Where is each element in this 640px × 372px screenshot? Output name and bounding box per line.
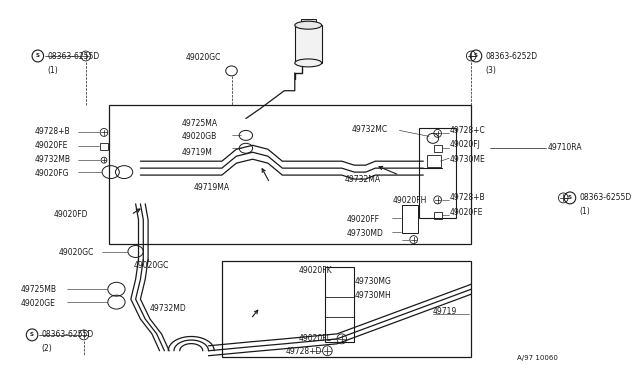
Text: 49719M: 49719M	[182, 148, 212, 157]
Text: S: S	[474, 54, 478, 58]
Text: 49732MA: 49732MA	[345, 175, 381, 184]
Text: 49020FD: 49020FD	[54, 210, 88, 219]
Text: 49020FF: 49020FF	[347, 215, 380, 224]
Text: 08363-6252D: 08363-6252D	[486, 52, 538, 61]
Text: 49732MC: 49732MC	[351, 125, 387, 134]
Text: 49730MD: 49730MD	[347, 229, 383, 238]
Bar	[427, 155, 440, 167]
Text: 49719: 49719	[433, 307, 457, 316]
Text: S: S	[36, 54, 40, 58]
Bar	[434, 145, 442, 152]
Text: 49728+D: 49728+D	[285, 347, 321, 356]
Text: 49020FE: 49020FE	[35, 141, 68, 150]
Text: 49020FG: 49020FG	[35, 169, 70, 178]
Bar	[222, 262, 471, 357]
Text: 49020FK: 49020FK	[299, 266, 332, 275]
Text: 49728+B: 49728+B	[450, 193, 486, 202]
Text: 49020GB: 49020GB	[182, 132, 217, 141]
Bar	[295, 25, 322, 63]
Text: (1): (1)	[580, 207, 590, 216]
Bar	[326, 267, 354, 342]
Bar	[301, 19, 316, 27]
Text: 49730ME: 49730ME	[450, 155, 486, 164]
Bar	[434, 212, 442, 219]
Text: 49020GC: 49020GC	[134, 262, 169, 270]
Text: 49730MG: 49730MG	[354, 277, 391, 286]
Text: 08363-6255D: 08363-6255D	[47, 52, 100, 61]
Text: (1): (1)	[47, 66, 58, 75]
Bar	[100, 143, 108, 150]
Text: 49020FL: 49020FL	[299, 334, 332, 343]
Text: 08363-6255D: 08363-6255D	[580, 193, 632, 202]
Text: 49710RA: 49710RA	[548, 143, 582, 152]
Text: A/97 10060: A/97 10060	[517, 355, 558, 361]
Text: (2): (2)	[42, 344, 52, 353]
Text: 49020FJ: 49020FJ	[450, 140, 481, 149]
Bar	[419, 128, 456, 218]
Text: 49725MA: 49725MA	[182, 119, 218, 128]
Text: 49020FE: 49020FE	[450, 208, 483, 217]
Text: S: S	[568, 195, 572, 201]
Text: 49732MD: 49732MD	[150, 304, 187, 313]
Bar	[109, 105, 471, 244]
Text: 49020GE: 49020GE	[20, 299, 56, 308]
Text: 49728+B: 49728+B	[35, 128, 70, 137]
Text: 49728+C: 49728+C	[450, 126, 486, 135]
Text: 49732MB: 49732MB	[35, 155, 71, 164]
Text: 49020GC: 49020GC	[59, 247, 94, 257]
Text: S: S	[30, 332, 34, 337]
Text: 08363-6255D: 08363-6255D	[42, 330, 94, 339]
Ellipse shape	[295, 21, 322, 29]
Text: 49020GC: 49020GC	[186, 53, 221, 62]
Text: 49719MA: 49719MA	[193, 183, 229, 192]
Bar	[402, 205, 417, 232]
Text: 49725MB: 49725MB	[20, 285, 56, 294]
Text: 49730MH: 49730MH	[354, 291, 391, 300]
Text: 49020FH: 49020FH	[392, 196, 427, 205]
Ellipse shape	[295, 59, 322, 67]
Text: (3): (3)	[486, 66, 497, 75]
